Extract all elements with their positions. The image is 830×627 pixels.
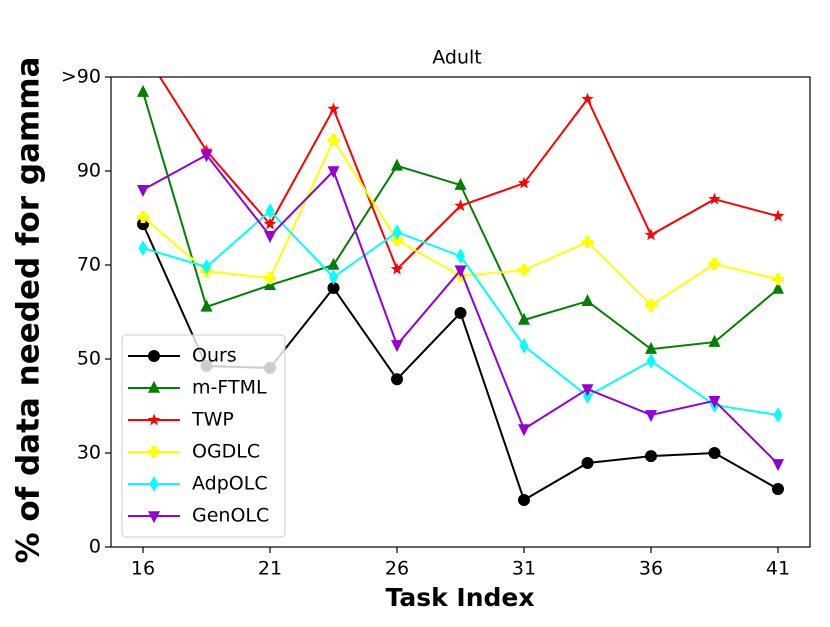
marker [771,459,784,472]
marker [264,231,277,244]
marker [137,185,150,197]
marker [202,259,212,275]
marker [581,457,594,470]
marker [644,410,657,423]
marker [390,262,404,275]
marker [581,92,594,105]
chart-title: Adult [432,47,482,69]
marker [148,380,160,393]
legend-box [121,334,286,538]
x-axis-label: Task Index [386,583,535,612]
y-tick-label: 30 [77,442,101,464]
x-tick-label: 31 [512,558,536,580]
x-tick-label: 26 [385,558,409,580]
marker [771,273,784,286]
legend-label: Ours [192,345,237,367]
plot-area [137,77,785,506]
marker [708,258,721,271]
marker [708,192,721,205]
legend-label: m-FTML [192,377,267,399]
y-axis-label: % of data needed for gamma [11,57,47,564]
marker [329,269,339,286]
marker [200,144,213,157]
marker [327,166,340,179]
marker [391,234,404,247]
marker [581,293,594,306]
marker [456,248,465,264]
marker [771,209,785,222]
marker [391,373,404,386]
marker [517,176,531,189]
marker [391,158,404,171]
marker [581,384,594,397]
y-tick-label: 0 [89,536,101,558]
marker [581,235,594,248]
marker [148,350,160,362]
marker [137,84,150,97]
y-tick-label: 90 [77,160,101,182]
marker [138,240,148,256]
marker [264,272,277,285]
marker [646,353,656,369]
marker [519,338,529,354]
x-tick-label: 41 [766,558,790,580]
marker [708,396,721,409]
legend-label: AdpOLC [192,473,268,495]
marker [708,447,721,459]
marker [137,218,150,231]
marker [391,340,404,353]
marker [454,265,467,278]
marker [327,133,340,146]
marker [392,224,402,240]
x-tick-label: 21 [258,558,282,580]
marker [644,341,657,354]
marker [517,494,530,506]
marker [265,203,275,219]
marker [263,217,277,230]
marker [200,150,213,163]
legend-label: TWP [191,409,234,431]
y-tick-label: >90 [61,66,101,88]
y-tick-label: 70 [77,254,101,276]
y-tick-label: 50 [77,348,101,370]
marker [773,407,783,423]
x-tick-label: 36 [639,558,663,580]
legend-label: OGDLC [192,441,260,463]
marker [517,424,530,437]
legend-label: GenOLC [192,505,269,527]
marker [517,264,530,277]
marker [708,334,721,347]
marker [517,312,530,325]
marker [644,228,658,241]
marker [148,511,160,524]
marker [137,211,150,224]
marker [327,282,340,295]
x-tick-label: 16 [131,558,155,580]
marker [327,102,340,115]
marker [148,446,160,458]
marker [149,476,159,492]
marker [644,450,657,463]
marker [147,413,161,426]
marker [644,298,657,311]
marker [200,299,213,312]
marker [771,281,784,294]
marker [327,257,340,270]
plot-frame [110,76,811,548]
marker [454,306,467,319]
marker [454,177,467,190]
marker [771,483,784,496]
marker [454,199,467,212]
